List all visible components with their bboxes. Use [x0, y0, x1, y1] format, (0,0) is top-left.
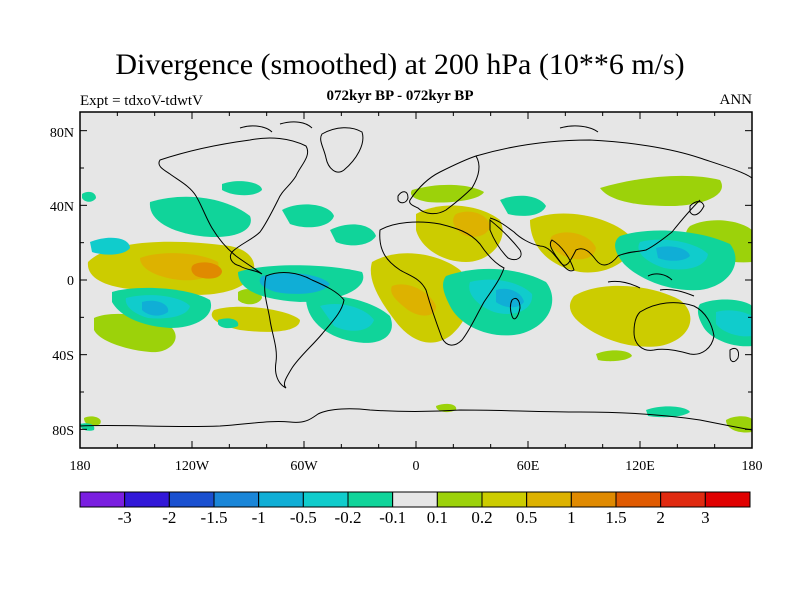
coastline-greenland [320, 127, 364, 173]
colorbar-label: 1 [567, 508, 576, 527]
colorbar-swatch [124, 491, 170, 508]
convergence-patch [500, 195, 546, 216]
lat-label-eq: 0 [67, 274, 74, 289]
colorbar-label: -1 [252, 508, 266, 527]
colorbar-swatch [392, 491, 438, 508]
longitude-labels: 180 120W 60W 0 60E 120E 180 [70, 459, 763, 474]
coastline-asia [475, 139, 752, 266]
season-label: ANN [719, 92, 753, 108]
experiment-label: Expt = tdxoV-tdwtV [80, 93, 203, 109]
divergence-patch [391, 284, 436, 316]
colorbar-label: 2 [656, 508, 665, 527]
lat-label-80n: 80N [50, 126, 74, 141]
colorbar-label: 0.2 [471, 508, 492, 527]
convergence-patch [90, 237, 130, 255]
colorbar-swatch [168, 491, 215, 508]
coastline-uk [397, 191, 409, 204]
colorbar-swatch [302, 491, 349, 508]
colorbar-swatch [526, 491, 572, 508]
lat-label-80s: 80S [52, 424, 74, 439]
colorbar-swatch [570, 491, 617, 508]
coastline-arctic-islands [239, 121, 599, 133]
divergence-patch [549, 232, 596, 260]
colorbar [79, 491, 751, 508]
colorbar-label: -1.5 [201, 508, 228, 527]
colorbar-swatch [258, 491, 304, 508]
convergence-patch [282, 204, 334, 228]
colorbar-swatch [704, 491, 751, 508]
colorbar-label: -0.5 [290, 508, 317, 527]
coastline-europe [409, 155, 480, 215]
latitude-labels: 80N 40N 0 40S 80S [50, 126, 74, 439]
convergence-patch [259, 273, 330, 294]
lat-label-40n: 40N [50, 200, 74, 215]
colorbar-swatch [436, 491, 483, 508]
colorbar-swatch [615, 491, 662, 508]
lon-label-0: 0 [413, 459, 420, 474]
coastline-india [549, 239, 575, 272]
convergence-patch [149, 196, 251, 238]
convergence-patch [656, 246, 690, 261]
divergence-patch [569, 285, 691, 347]
convergence-patch [646, 406, 690, 418]
convergence-patch [716, 310, 752, 337]
colorbar-label: 0.1 [427, 508, 448, 527]
lon-label-180w: 180 [70, 459, 91, 474]
coastline-arabia [489, 218, 522, 261]
colorbar-swatch [660, 491, 706, 508]
convergence-patch [496, 288, 524, 308]
colorbar-label: -0.1 [379, 508, 406, 527]
lon-label-60e: 60E [517, 459, 540, 474]
lon-label-120e: 120E [625, 459, 655, 474]
divergence-field [80, 175, 752, 433]
convergence-patch [222, 181, 262, 196]
divergence-patch [600, 175, 722, 206]
colorbar-swatch [79, 491, 126, 508]
coastline-madagascar [510, 297, 521, 320]
colorbar-labels: -3 -2 -1.5 -1 -0.5 -0.2 -0.1 0.1 0.2 0.5 1 1.5 2 3 [118, 508, 710, 527]
lon-label-60w: 60W [290, 459, 318, 474]
coastlines [80, 121, 752, 431]
period-label: 072kyr BP - 072kyr BP [326, 88, 474, 104]
convergence-patch [320, 303, 374, 331]
coastline-south-america [264, 272, 345, 389]
coastline-new-zealand [729, 347, 739, 363]
convergence-patch [330, 224, 376, 246]
colorbar-label: 1.5 [605, 508, 626, 527]
colorbar-swatch [481, 491, 528, 508]
axis-ticks [79, 112, 753, 448]
divergence-patch [596, 350, 632, 362]
colorbar-swatch [347, 491, 394, 508]
colorbar-swatch [213, 491, 260, 508]
coastline-north-america [158, 137, 309, 275]
coastline-africa [379, 221, 505, 346]
lat-label-40s: 40S [52, 349, 74, 364]
lon-label-180e: 180 [742, 459, 763, 474]
plot-title: Divergence (smoothed) at 200 hPa (10**6 … [115, 48, 685, 81]
colorbar-label: -0.2 [335, 508, 362, 527]
coastline-antarctica [80, 408, 752, 431]
coastline-australia [633, 302, 715, 355]
colorbar-label: 3 [701, 508, 710, 527]
divergence-patch [410, 184, 484, 203]
lon-label-120w: 120W [175, 459, 210, 474]
colorbar-label: 0.5 [516, 508, 537, 527]
colorbar-label: -3 [118, 508, 132, 527]
divergence-patch [191, 262, 222, 279]
coastline-indonesia [607, 273, 695, 297]
convergence-patch [142, 300, 169, 316]
convergence-patch [82, 191, 96, 202]
convergence-patch [218, 318, 239, 329]
coastline-japan [689, 201, 705, 216]
colorbar-label: -2 [162, 508, 176, 527]
